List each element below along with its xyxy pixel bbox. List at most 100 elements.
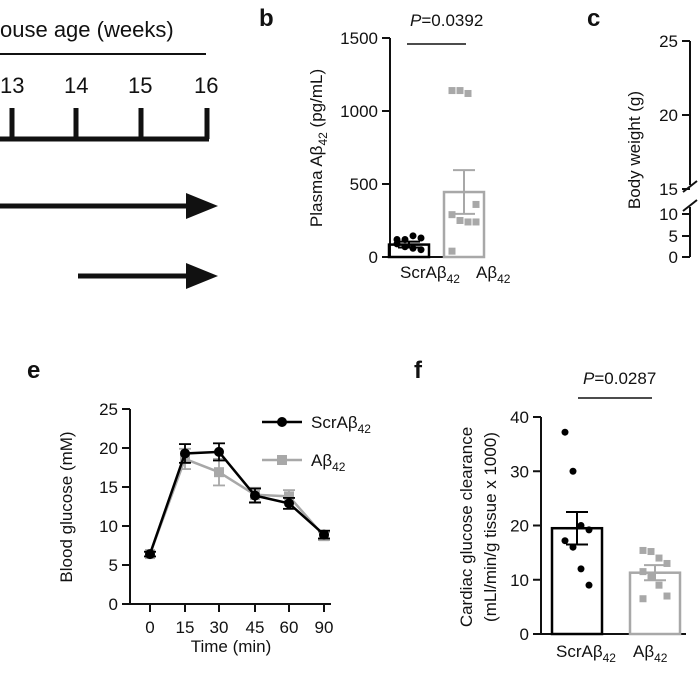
panel-c-letter: c xyxy=(587,5,600,32)
panel-b-point-0-5 xyxy=(401,243,409,251)
panel-f-point-0-0 xyxy=(561,428,569,436)
panel-e-ytick-label-5: 5 xyxy=(109,556,118,575)
panel-e-ylabel: Blood glucose (mM) xyxy=(57,431,76,582)
panel-f-point-0-7 xyxy=(585,581,593,589)
panel-e-point-1-4 xyxy=(284,491,294,502)
panel-b-xlabel-ab: Aβ42 xyxy=(476,263,511,286)
panel-e-ytick-label-20: 20 xyxy=(99,439,118,458)
panel-b: b Plasma Aβ42 (pg/mL) 0 500 1000 1500 P=0.0… xyxy=(259,5,511,286)
panel-f-xlabel-scr: ScrAβ42 xyxy=(556,642,616,665)
panel-f-xlabel-ab: Aβ42 xyxy=(633,642,668,665)
panel-b-ytick-label-1000: 1000 xyxy=(340,102,378,121)
panel-f-point-1-3 xyxy=(663,559,671,567)
week-label-13: 13 xyxy=(0,73,24,98)
panel-c-axis-break-1 xyxy=(682,180,698,193)
panel-f-letter: f xyxy=(414,357,423,384)
panel-f-point-1-6 xyxy=(655,581,663,589)
panel-a-title: ouse age (weeks) xyxy=(0,17,174,42)
panel-b-point-1-6 xyxy=(464,218,472,226)
panel-f-point-1-1 xyxy=(647,548,655,556)
panel-f-y-ticks: 0 10 20 30 40 xyxy=(510,408,541,644)
panel-e: e Blood glucose (mM) 0 5 10 15 20 25 0 15 30 45 6… xyxy=(27,357,371,656)
panel-f-point-1-7 xyxy=(663,592,671,600)
panel-e-marks xyxy=(144,442,330,560)
panel-e-ytick-label-25: 25 xyxy=(99,400,118,419)
panel-b-point-1-5 xyxy=(456,217,464,224)
panel-e-xtick-label-60: 60 xyxy=(280,618,299,637)
panel-b-point-0-7 xyxy=(417,246,425,254)
panel-e-point-0-0 xyxy=(145,549,155,560)
panel-b-point-1-3 xyxy=(472,200,480,208)
panel-f-point-0-4 xyxy=(561,537,569,545)
panel-c-ylabel: Body weight (g) xyxy=(625,91,644,209)
panel-e-ytick-label-15: 15 xyxy=(99,478,118,497)
panel-b-ytick-label-500: 500 xyxy=(350,175,378,194)
panel-f-ytick-label-40: 40 xyxy=(510,408,529,427)
panel-f-ylabel-line1: Cardiac glucose clearance xyxy=(457,427,476,627)
panel-c-ticklabel-0: 0 xyxy=(669,248,678,267)
panel-e-point-0-4 xyxy=(284,498,294,509)
panel-e-ytick-label-0: 0 xyxy=(109,595,118,614)
panel-b-point-1-2 xyxy=(464,89,472,97)
panel-f-bar-1 xyxy=(628,571,682,636)
panel-f-point-1-0 xyxy=(639,546,647,554)
panel-e-xtick-label-30: 30 xyxy=(210,618,229,637)
panel-f-ytick-label-30: 30 xyxy=(510,462,529,481)
panel-b-marks xyxy=(387,87,486,259)
panel-c-axis-break-2 xyxy=(682,199,698,212)
panel-e-point-0-5 xyxy=(319,529,329,540)
panel-f-point-1-8 xyxy=(639,595,647,603)
panel-e-point-0-3 xyxy=(250,490,260,501)
panel-b-point-1-1 xyxy=(456,87,464,95)
panel-b-point-0-1 xyxy=(401,235,409,243)
panel-e-ytick-label-10: 10 xyxy=(99,517,118,536)
panel-e-point-1-2 xyxy=(214,467,224,478)
panel-b-y-ticks: 0 500 1000 1500 xyxy=(340,29,390,267)
legend-label-scr: ScrAβ42 xyxy=(311,413,371,436)
panel-f: f Cardiac glucose clearance (mLl/min/g t… xyxy=(414,357,686,665)
panel-e-point-0-1 xyxy=(180,448,190,459)
panel-f-ytick-label-10: 10 xyxy=(510,571,529,590)
panel-a: ouse age (weeks) 13 14 15 16 xyxy=(0,17,218,289)
panel-b-point-0-6 xyxy=(409,244,417,252)
panel-b-point-0-3 xyxy=(417,234,425,242)
legend-marker-ab xyxy=(277,455,287,465)
panel-b-xlabel-scr: ScrAβ42 xyxy=(400,263,460,286)
panel-b-point-1-7 xyxy=(472,218,480,226)
panel-b-point-0-4 xyxy=(393,240,401,248)
panel-c-ticklabel-5: 5 xyxy=(669,227,678,246)
panel-b-point-1-8 xyxy=(448,247,456,255)
panel-e-legend: ScrAβ42 Aβ42 xyxy=(262,413,371,474)
panel-f-point-0-3 xyxy=(585,526,593,534)
panel-c-ticklabel-25: 25 xyxy=(659,32,678,51)
panel-b-point-1-0 xyxy=(448,87,456,95)
panel-e-xtick-label-45: 45 xyxy=(246,618,265,637)
panel-c-ticklabel-20: 20 xyxy=(659,106,678,125)
panel-f-point-1-2 xyxy=(655,554,663,562)
panel-b-pvalue: P=0.0392 xyxy=(410,11,483,30)
panel-c: c Body weight (g) 25 20 15 10 5 0 xyxy=(587,5,698,267)
panel-e-x-ticks: 0 15 30 45 60 90 xyxy=(145,604,333,637)
panel-c-ticklabel-15: 15 xyxy=(659,180,678,199)
panel-f-pvalue: P=0.0287 xyxy=(583,369,656,388)
panel-b-ytick-label-1500: 1500 xyxy=(340,29,378,48)
panel-e-xlabel: Time (min) xyxy=(191,637,272,656)
panel-f-point-1-5 xyxy=(647,573,655,581)
treatment-arrow-2-head xyxy=(186,263,218,289)
panel-f-ytick-label-20: 20 xyxy=(510,517,529,536)
panel-f-point-0-6 xyxy=(577,565,585,573)
panel-b-point-1-4 xyxy=(448,211,456,219)
panel-b-letter: b xyxy=(259,5,274,32)
panel-f-point-1-4 xyxy=(639,568,647,576)
panel-e-xtick-label-0: 0 xyxy=(145,618,154,637)
panel-e-point-0-2 xyxy=(214,446,224,457)
panel-e-y-ticks: 0 5 10 15 20 25 xyxy=(99,400,130,614)
panel-f-point-0-5 xyxy=(569,543,577,551)
week-label-16: 16 xyxy=(194,73,218,98)
panel-e-xtick-label-15: 15 xyxy=(176,618,195,637)
panel-f-marks xyxy=(550,428,682,636)
panel-e-letter: e xyxy=(27,357,40,384)
legend-marker-scr xyxy=(277,417,287,427)
panel-f-point-0-1 xyxy=(569,467,577,475)
